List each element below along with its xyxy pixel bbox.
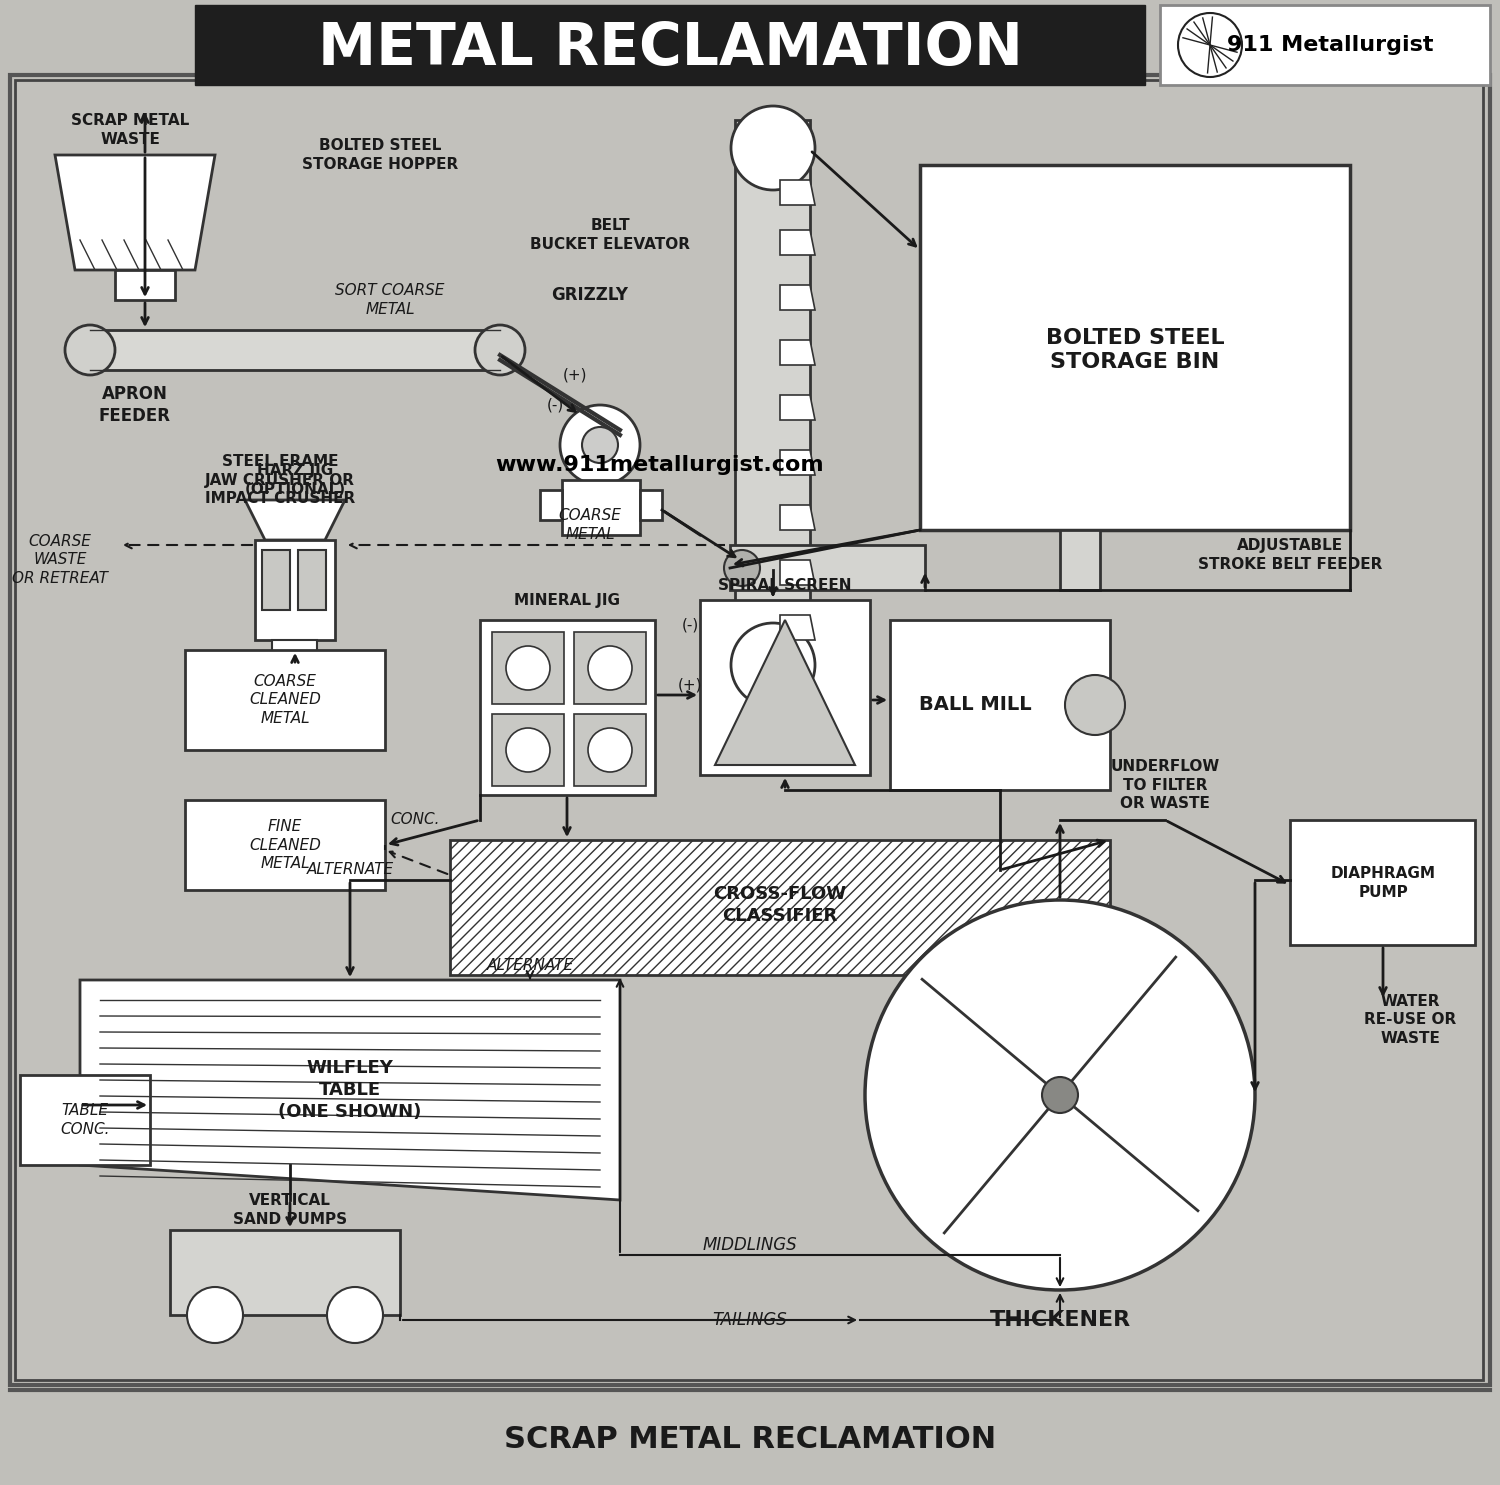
- Bar: [20, 1075, 150, 1166]
- Text: WILFLEY
TABLE
(ONE SHOWN): WILFLEY TABLE (ONE SHOWN): [279, 1059, 422, 1121]
- Circle shape: [1042, 1077, 1078, 1112]
- Circle shape: [188, 1287, 243, 1342]
- Text: SCRAP METAL RECLAMATION: SCRAP METAL RECLAMATION: [504, 1426, 996, 1454]
- Text: COARSE
METAL: COARSE METAL: [558, 508, 621, 542]
- Text: UNDERFLOW
TO FILTER
OR WASTE: UNDERFLOW TO FILTER OR WASTE: [1110, 759, 1220, 811]
- Text: (+): (+): [678, 677, 702, 692]
- Circle shape: [730, 105, 815, 190]
- Bar: [492, 714, 564, 786]
- Bar: [184, 800, 386, 890]
- Circle shape: [588, 646, 632, 691]
- Circle shape: [506, 646, 550, 691]
- Polygon shape: [780, 340, 814, 365]
- Text: (+): (+): [562, 367, 588, 383]
- Bar: [574, 633, 646, 704]
- Bar: [1290, 820, 1474, 944]
- Polygon shape: [56, 154, 214, 270]
- Bar: [540, 490, 562, 520]
- Text: COARSE
CLEANED
METAL: COARSE CLEANED METAL: [249, 674, 321, 726]
- Text: SCRAP METAL
WASTE: SCRAP METAL WASTE: [70, 113, 189, 147]
- Bar: [298, 549, 326, 610]
- Polygon shape: [780, 615, 814, 640]
- Bar: [735, 120, 810, 691]
- Text: TAILINGS: TAILINGS: [712, 1311, 788, 1329]
- Circle shape: [1065, 676, 1125, 735]
- Text: www.911metallurgist.com: www.911metallurgist.com: [495, 454, 825, 475]
- Text: DIAPHRAGM
PUMP: DIAPHRAGM PUMP: [1330, 866, 1436, 900]
- Circle shape: [588, 728, 632, 772]
- Bar: [170, 1230, 400, 1316]
- Bar: [562, 480, 640, 535]
- Bar: [574, 714, 646, 786]
- Bar: [450, 841, 1110, 976]
- Text: BOLTED STEEL
STORAGE HOPPER: BOLTED STEEL STORAGE HOPPER: [302, 138, 458, 172]
- Text: BELT
BUCKET ELEVATOR: BELT BUCKET ELEVATOR: [530, 218, 690, 252]
- Text: MINERAL JIG: MINERAL JIG: [514, 593, 619, 607]
- Circle shape: [64, 325, 116, 376]
- Polygon shape: [780, 285, 814, 310]
- Text: STEEL FRAME
JAW CRUSHER OR
IMPACT CRUSHER: STEEL FRAME JAW CRUSHER OR IMPACT CRUSHE…: [206, 454, 356, 506]
- Polygon shape: [780, 450, 814, 475]
- Bar: [492, 633, 564, 704]
- Bar: [920, 165, 1350, 530]
- Circle shape: [1178, 13, 1242, 77]
- Bar: [80, 330, 510, 370]
- Circle shape: [327, 1287, 382, 1342]
- Bar: [116, 270, 176, 300]
- Text: THICKENER: THICKENER: [990, 1310, 1131, 1331]
- Text: HARZ JIG
(OPTIONAL): HARZ JIG (OPTIONAL): [244, 463, 345, 497]
- Circle shape: [560, 405, 640, 486]
- Text: COARSE
WASTE
OR RETREAT: COARSE WASTE OR RETREAT: [12, 535, 108, 587]
- Text: VERTICAL
SAND PUMPS: VERTICAL SAND PUMPS: [232, 1194, 346, 1227]
- Polygon shape: [780, 230, 814, 255]
- Text: ALTERNATE: ALTERNATE: [486, 958, 573, 973]
- Text: APRON
FEEDER: APRON FEEDER: [99, 385, 171, 425]
- Polygon shape: [80, 980, 620, 1200]
- Text: ALTERNATE: ALTERNATE: [306, 863, 393, 878]
- Circle shape: [476, 325, 525, 376]
- Text: GRIZZLY: GRIZZLY: [552, 287, 628, 304]
- Bar: [195, 4, 1144, 85]
- Text: TABLE
CONC.: TABLE CONC.: [60, 1103, 110, 1138]
- Bar: [1060, 530, 1100, 590]
- Text: BOLTED STEEL
STORAGE BIN: BOLTED STEEL STORAGE BIN: [1046, 328, 1224, 373]
- Circle shape: [730, 624, 815, 707]
- Bar: [1160, 4, 1490, 85]
- Text: CONC.: CONC.: [390, 812, 439, 827]
- Polygon shape: [780, 180, 814, 205]
- Text: BALL MILL: BALL MILL: [918, 695, 1032, 714]
- Bar: [262, 549, 290, 610]
- Bar: [890, 621, 1110, 790]
- Text: METAL RECLAMATION: METAL RECLAMATION: [318, 19, 1023, 77]
- Bar: [700, 600, 870, 775]
- Text: 911 Metallurgist: 911 Metallurgist: [1227, 36, 1434, 55]
- Polygon shape: [780, 505, 814, 530]
- Bar: [480, 621, 656, 794]
- Text: WATER
RE-USE OR
WASTE: WATER RE-USE OR WASTE: [1364, 993, 1456, 1045]
- Circle shape: [506, 728, 550, 772]
- Bar: [15, 80, 1484, 1380]
- Text: (-): (-): [681, 618, 699, 633]
- Text: CROSS-FLOW
CLASSIFIER: CROSS-FLOW CLASSIFIER: [714, 885, 846, 925]
- Bar: [255, 541, 334, 640]
- Bar: [272, 640, 316, 665]
- Text: (-): (-): [546, 398, 564, 413]
- Bar: [184, 650, 386, 750]
- Polygon shape: [244, 500, 345, 541]
- Bar: [640, 490, 662, 520]
- Circle shape: [582, 428, 618, 463]
- Polygon shape: [716, 621, 855, 765]
- Polygon shape: [780, 560, 814, 585]
- Bar: [730, 545, 926, 590]
- Polygon shape: [780, 395, 814, 420]
- Bar: [10, 76, 1490, 1386]
- Text: FINE
CLEANED
METAL: FINE CLEANED METAL: [249, 818, 321, 872]
- Circle shape: [865, 900, 1256, 1290]
- Text: ADJUSTABLE
STROKE BELT FEEDER: ADJUSTABLE STROKE BELT FEEDER: [1198, 538, 1382, 572]
- Circle shape: [724, 549, 760, 587]
- Text: SPIRAL SCREEN: SPIRAL SCREEN: [718, 578, 852, 593]
- Text: SORT COARSE
METAL: SORT COARSE METAL: [336, 284, 444, 316]
- Text: MIDDLINGS: MIDDLINGS: [702, 1236, 798, 1253]
